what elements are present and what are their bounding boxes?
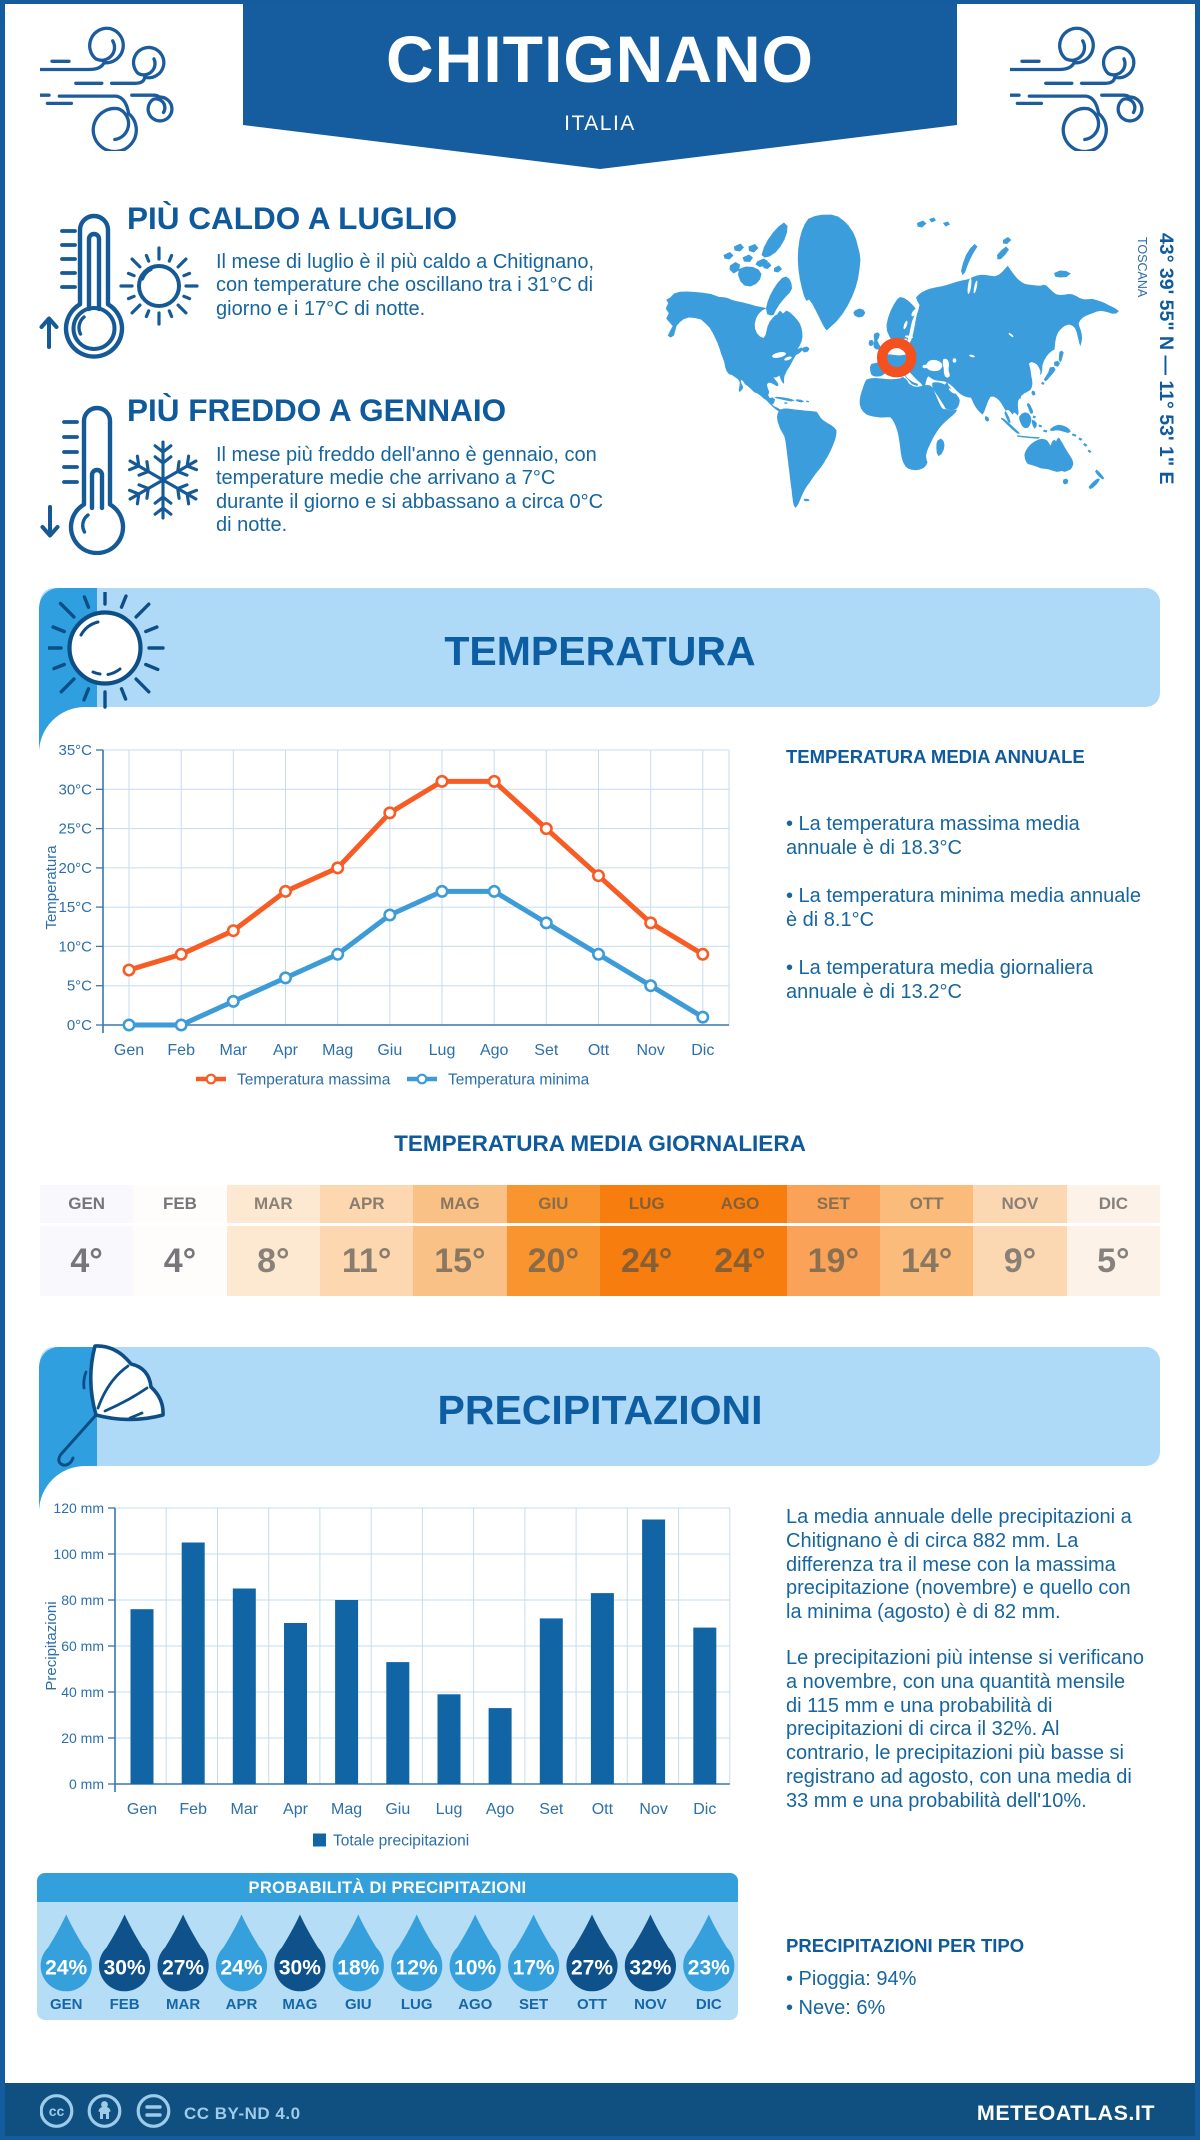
- svg-text:24%: 24%: [45, 1957, 87, 1980]
- svg-text:Ago: Ago: [480, 1042, 509, 1059]
- svg-text:30%: 30%: [104, 1957, 146, 1980]
- svg-text:Feb: Feb: [167, 1042, 195, 1059]
- svg-text:FEB: FEB: [110, 1996, 140, 2013]
- svg-text:MAR: MAR: [166, 1996, 200, 2013]
- svg-text:27%: 27%: [162, 1957, 204, 1980]
- svg-text:Gen: Gen: [127, 1801, 157, 1818]
- svg-text:Giu: Giu: [377, 1042, 402, 1059]
- svg-text:Temperatura: Temperatura: [43, 845, 60, 930]
- svg-text:5°C: 5°C: [67, 978, 92, 995]
- svg-text:NOV: NOV: [634, 1996, 667, 2013]
- svg-text:SET: SET: [519, 1996, 548, 2013]
- svg-text:23%: 23%: [688, 1957, 730, 1980]
- svg-text:0 mm: 0 mm: [69, 1776, 104, 1792]
- svg-text:APR: APR: [226, 1996, 258, 2013]
- svg-text:10°C: 10°C: [58, 938, 92, 955]
- svg-text:10%: 10%: [454, 1957, 496, 1980]
- svg-text:20°C: 20°C: [58, 860, 92, 877]
- svg-text:Lug: Lug: [436, 1801, 463, 1818]
- svg-text:Ott: Ott: [588, 1042, 610, 1059]
- svg-text:Ott: Ott: [592, 1801, 614, 1818]
- svg-text:Mar: Mar: [231, 1801, 259, 1818]
- svg-text:100 mm: 100 mm: [53, 1546, 104, 1562]
- svg-text:120 mm: 120 mm: [53, 1500, 104, 1516]
- svg-text:20 mm: 20 mm: [61, 1730, 104, 1746]
- svg-text:Temperatura minima: Temperatura minima: [448, 1072, 590, 1089]
- svg-text:32%: 32%: [629, 1957, 671, 1980]
- svg-text:30°C: 30°C: [58, 781, 92, 798]
- svg-text:Mag: Mag: [331, 1801, 362, 1818]
- svg-text:17%: 17%: [513, 1957, 555, 1980]
- svg-text:Nov: Nov: [636, 1042, 664, 1059]
- svg-text:40 mm: 40 mm: [61, 1684, 104, 1700]
- svg-text:Mar: Mar: [220, 1042, 248, 1059]
- svg-text:Set: Set: [534, 1042, 559, 1059]
- svg-text:GEN: GEN: [50, 1996, 83, 2013]
- svg-text:DIC: DIC: [696, 1996, 722, 2013]
- svg-text:Apr: Apr: [283, 1801, 309, 1818]
- svg-text:Giu: Giu: [385, 1801, 410, 1818]
- svg-text:Precipitazioni: Precipitazioni: [43, 1601, 60, 1690]
- svg-text:Mag: Mag: [322, 1042, 353, 1059]
- svg-text:18%: 18%: [337, 1957, 379, 1980]
- svg-text:60 mm: 60 mm: [61, 1638, 104, 1654]
- svg-text:0°C: 0°C: [67, 1017, 92, 1034]
- svg-text:LUG: LUG: [401, 1996, 433, 2013]
- svg-text:GIU: GIU: [345, 1996, 372, 2013]
- svg-text:cc: cc: [49, 2103, 65, 2119]
- svg-text:12%: 12%: [396, 1957, 438, 1980]
- svg-text:Totale precipitazioni: Totale precipitazioni: [333, 1833, 469, 1850]
- svg-text:MAG: MAG: [282, 1996, 317, 2013]
- svg-text:AGO: AGO: [458, 1996, 493, 2013]
- svg-text:25°C: 25°C: [58, 821, 92, 838]
- svg-text:Temperatura massima: Temperatura massima: [237, 1072, 391, 1089]
- svg-text:Set: Set: [539, 1801, 564, 1818]
- svg-text:15°C: 15°C: [58, 899, 92, 916]
- svg-text:Feb: Feb: [179, 1801, 207, 1818]
- svg-text:80 mm: 80 mm: [61, 1592, 104, 1608]
- svg-text:Nov: Nov: [639, 1801, 667, 1818]
- svg-text:Ago: Ago: [486, 1801, 515, 1818]
- svg-text:OTT: OTT: [577, 1996, 607, 2013]
- svg-text:Apr: Apr: [273, 1042, 299, 1059]
- svg-text:24%: 24%: [220, 1957, 262, 1980]
- svg-text:30%: 30%: [279, 1957, 321, 1980]
- svg-text:Dic: Dic: [691, 1042, 714, 1059]
- svg-text:27%: 27%: [571, 1957, 613, 1980]
- svg-text:Dic: Dic: [693, 1801, 716, 1818]
- svg-text:Gen: Gen: [114, 1042, 144, 1059]
- svg-text:Lug: Lug: [429, 1042, 456, 1059]
- svg-text:35°C: 35°C: [58, 742, 92, 759]
